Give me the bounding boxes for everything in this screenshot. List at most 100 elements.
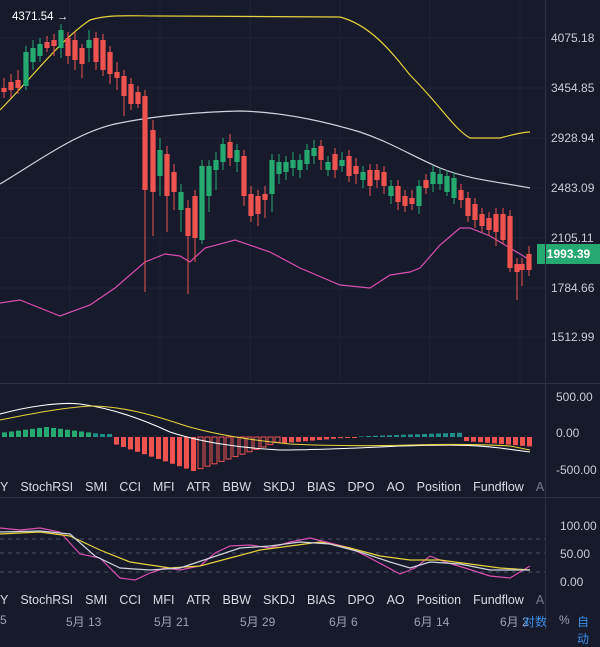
candlestick [51,34,57,56]
percent-scale-toggle[interactable]: % [559,613,570,627]
macd-bar [191,437,196,471]
indicator-tab-ai-netvol[interactable]: AI-NetVOL [535,480,545,494]
indicator-tab-atr[interactable]: ATR [186,593,211,607]
macd-bar [239,436,246,455]
macd-bar [352,437,357,438]
candlestick [339,152,345,172]
candlestick [199,160,205,244]
macd-bar [429,433,434,437]
macd-bar [450,433,455,437]
date-label: 5月 21 [154,615,190,629]
auto-scale-toggle[interactable]: 自动 [577,615,590,646]
indicator-tab-cci[interactable]: CCI [119,480,141,494]
macd-bar [30,428,35,437]
indicator-tab-bbw[interactable]: BBW [222,593,252,607]
price-tick-label: 1784.66 [551,281,595,295]
indicator-tab-bias[interactable]: BIAS [306,480,336,494]
candlestick [79,44,85,78]
indicator-tab-skdj[interactable]: SKDJ [263,480,295,494]
candlestick [58,24,64,58]
candlestick [479,208,485,232]
indicator-tab-smi[interactable]: SMI [85,593,108,607]
macd-bar [121,437,126,447]
candlestick [423,174,429,194]
candlestick [430,166,436,192]
candlestick [114,62,120,90]
indicator-tab-ao[interactable]: AO [386,593,405,607]
macd-bar [317,437,322,440]
indicator-tabs-top: Y StochRSI SMI CCI MFI ATR BBW SKDJ BIAS DPO AO Pos… [0,476,545,498]
candlestick [325,156,331,176]
candlestick [93,32,99,70]
macd-bar [65,429,70,437]
candlestick [458,184,464,208]
candlestick [157,138,163,196]
indicator-tab-fundflow[interactable]: Fundflow [473,480,524,494]
price-tick-label: 2928.94 [551,131,595,145]
macd-bar [296,437,301,442]
candlestick [514,258,520,300]
indicator-tab-ao[interactable]: AO [386,480,405,494]
kdj-axis: 100.00 50.00 0.00 [560,519,597,588]
candlestick [150,120,156,236]
kdj-tick-label: 50.00 [560,547,590,561]
candlestick [8,74,14,98]
indicator-tab-smi[interactable]: SMI [85,480,108,494]
candlestick [526,246,532,276]
candlestick [367,164,373,196]
candlestick [311,140,317,164]
axis-divider [545,0,546,630]
indicator-tab-mfi[interactable]: MFI [152,593,175,607]
indicator-tab-dpo[interactable]: DPO [347,593,375,607]
candlestick [472,198,478,228]
macd-bar [380,435,385,437]
macd-bar [149,437,154,457]
macd-bar [267,436,274,446]
indicator-tab-fundflow[interactable]: Fundflow [473,593,524,607]
indicator-tab-bias[interactable]: BIAS [306,593,336,607]
indicator-tab-ai-netvol[interactable]: AI-NetVOL [535,593,545,607]
price-tick-label: 2105.11 [551,231,594,245]
candlestick [500,208,506,244]
indicator-tab-dpo[interactable]: DPO [347,480,375,494]
indicator-tab-y[interactable]: Y [0,480,9,494]
macd-bar [170,437,175,464]
indicator-tab-bbw[interactable]: BBW [222,480,252,494]
macd-bar [9,431,14,437]
macd-bar [415,434,420,437]
indicator-tab-stochrsi[interactable]: StochRSI [20,593,74,607]
candlestick [15,70,21,94]
macd-chart[interactable]: 500.00 0.00 -500.00 [0,384,600,475]
macd-bar [527,437,532,447]
indicator-tab-cci[interactable]: CCI [119,593,141,607]
indicator-tab-atr[interactable]: ATR [186,480,211,494]
indicator-tab-stochrsi[interactable]: StochRSI [20,480,74,494]
candlestick [135,86,141,108]
macd-bar [135,437,140,452]
candlestick [507,210,513,272]
candlestick [234,144,240,172]
macd-bar [274,436,281,443]
candlestick [318,140,324,170]
macd-bar [156,437,161,459]
date-label: 5月 29 [240,615,276,629]
candlestick [486,212,492,236]
indicator-tab-position[interactable]: Position [416,593,462,607]
macd-bar [23,429,28,437]
macd-bar [163,437,168,462]
macd-bar [177,437,182,467]
indicator-tab-y[interactable]: Y [0,593,9,607]
candlestick [437,168,443,190]
signal-line [0,405,531,451]
macd-bar [86,432,91,437]
candlestick [374,164,380,188]
indicator-tab-mfi[interactable]: MFI [152,480,175,494]
macd-bar [303,437,308,442]
indicator-tab-position[interactable]: Position [416,480,462,494]
candlestick-chart[interactable]: 4075.18 3454.85 2928.94 2483.09 2105.11 1784.… [0,0,600,383]
date-label: 6月 2 [500,615,529,629]
indicator-tab-skdj[interactable]: SKDJ [263,593,295,607]
candlestick [353,158,359,184]
kdj-chart[interactable]: 100.00 50.00 0.00 [0,498,600,588]
log-scale-toggle[interactable]: 对数 [523,615,548,629]
